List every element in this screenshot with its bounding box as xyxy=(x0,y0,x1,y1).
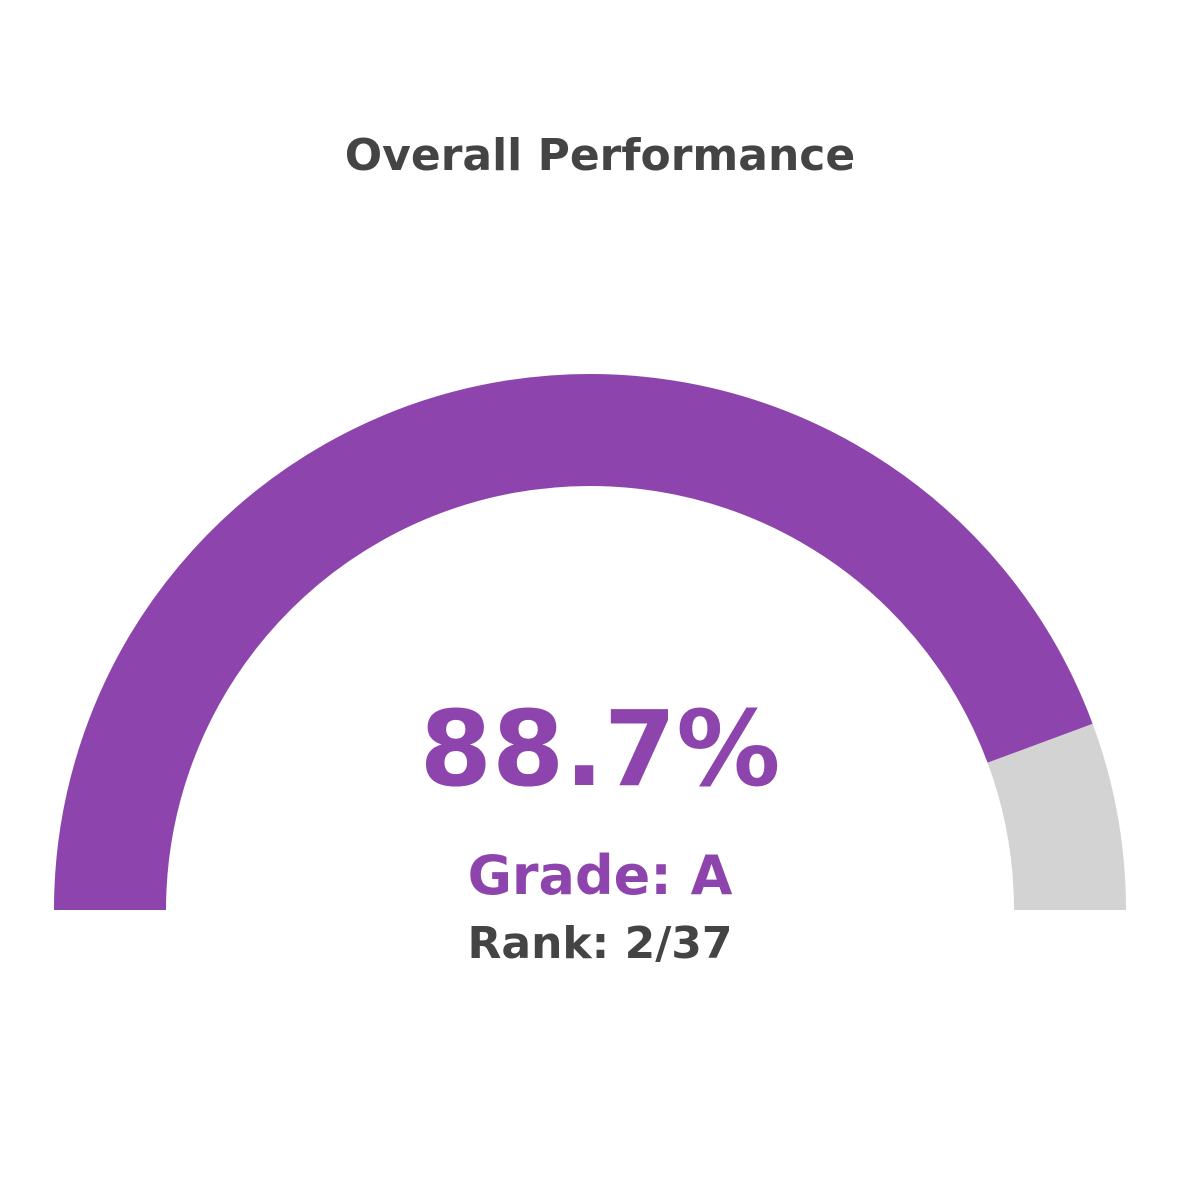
gauge-value-label: 88.7% xyxy=(420,688,781,810)
gauge-fill xyxy=(54,374,1093,911)
grade-label: Grade: A xyxy=(468,844,733,907)
chart-title: Overall Performance xyxy=(345,130,855,181)
rank-label: Rank: 2/37 xyxy=(468,918,733,969)
